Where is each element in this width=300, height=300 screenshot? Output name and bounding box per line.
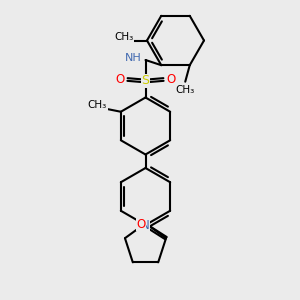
Text: CH₃: CH₃: [88, 100, 107, 110]
Text: S: S: [142, 74, 149, 88]
Text: O: O: [136, 218, 146, 231]
Text: NH: NH: [124, 53, 141, 64]
Text: O: O: [167, 73, 176, 86]
Text: O: O: [116, 73, 124, 86]
Text: CH₃: CH₃: [114, 32, 134, 43]
Text: N: N: [141, 219, 150, 232]
Text: CH₃: CH₃: [176, 85, 195, 95]
